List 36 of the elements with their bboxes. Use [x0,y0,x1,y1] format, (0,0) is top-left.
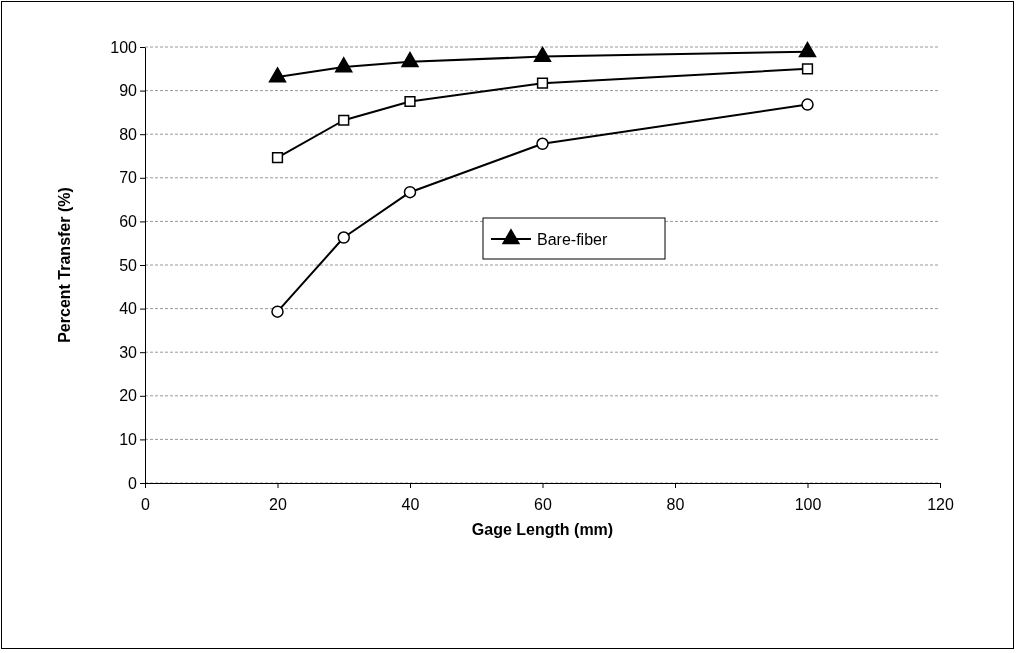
point [335,57,353,73]
point [401,51,419,68]
point [536,137,549,151]
y-tick-label: 90 [119,82,138,100]
legend-label: Bare-fiber [537,231,608,248]
point [337,231,350,244]
x-axis-title: Gage Length (mm) [471,521,614,538]
y-tick-label: 0 [128,474,138,492]
point [533,46,552,62]
point [271,152,284,164]
x-tick-label: 0 [141,496,151,514]
point [403,185,417,199]
point [268,67,287,83]
x-tick-label: 80 [666,496,685,514]
y-tick-label: 70 [119,169,138,187]
x-tick-label: 60 [534,496,552,514]
y-tick-label: 100 [110,38,138,56]
point [798,41,817,58]
point [536,77,549,89]
x-tick-label: 120 [927,496,954,514]
x-tick-label: 40 [401,496,420,514]
point [271,305,284,318]
point [404,95,416,108]
y-tick-label: 30 [119,343,138,361]
y-tick-label: 80 [119,125,138,143]
x-tick-label: 100 [794,496,822,514]
y-axis-title: Percent Transfer (%) [56,187,73,343]
point [801,98,814,111]
y-tick-label: 40 [119,300,138,318]
x-tick-label: 20 [269,496,287,514]
point [801,63,814,75]
y-tick-label: 60 [119,213,138,231]
y-tick-label: 50 [119,256,138,274]
y-tick-label: 10 [119,431,138,449]
point [338,114,350,126]
y-tick-label: 20 [119,387,138,405]
